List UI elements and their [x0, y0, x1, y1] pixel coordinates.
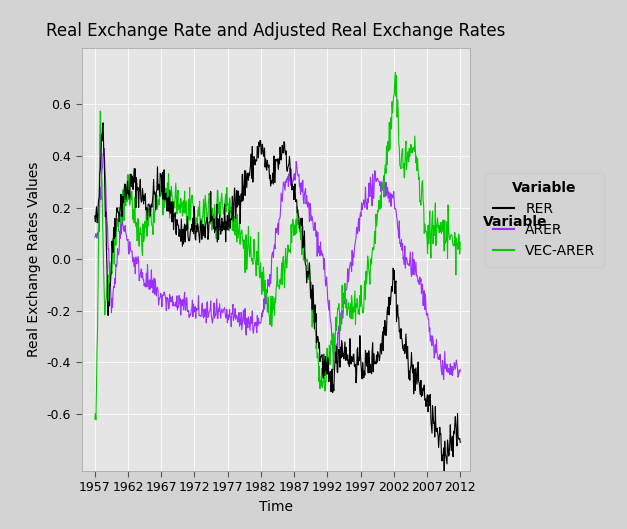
ARER [171, 302, 179, 308]
VEC-ARER [392, 69, 399, 76]
ARER [307, 217, 315, 224]
X-axis label: Time: Time [259, 500, 293, 514]
VEC-ARER [91, 415, 98, 422]
Line: ARER: ARER [95, 149, 460, 379]
Title: Real Exchange Rate and Adjusted Real Exchange Rates: Real Exchange Rate and Adjusted Real Exc… [46, 23, 505, 41]
RER [99, 120, 107, 126]
VEC-ARER [181, 211, 189, 217]
RER [456, 439, 464, 445]
ARER [100, 145, 108, 152]
Legend: RER, ARER, VEC-ARER: RER, ARER, VEC-ARER [485, 173, 604, 267]
VEC-ARER [138, 247, 145, 253]
Line: RER: RER [95, 123, 460, 472]
RER [307, 295, 315, 301]
ARER [456, 366, 464, 372]
ARER [138, 275, 145, 281]
VEC-ARER [307, 279, 315, 285]
Line: VEC-ARER: VEC-ARER [95, 72, 460, 420]
ARER [235, 309, 243, 316]
VEC-ARER [235, 226, 243, 232]
Y-axis label: Real Exchange Rates Values: Real Exchange Rates Values [27, 161, 41, 357]
RER [91, 213, 98, 219]
VEC-ARER [92, 417, 100, 423]
RER [138, 197, 145, 204]
ARER [440, 376, 448, 382]
RER [235, 202, 243, 208]
VEC-ARER [101, 312, 108, 318]
VEC-ARER [456, 239, 464, 245]
RER [440, 469, 448, 475]
VEC-ARER [171, 190, 179, 197]
ARER [181, 306, 189, 313]
ARER [91, 234, 98, 240]
ARER [101, 162, 108, 169]
Text: Variable: Variable [483, 215, 547, 229]
RER [181, 239, 189, 245]
RER [171, 209, 179, 216]
RER [101, 187, 108, 194]
